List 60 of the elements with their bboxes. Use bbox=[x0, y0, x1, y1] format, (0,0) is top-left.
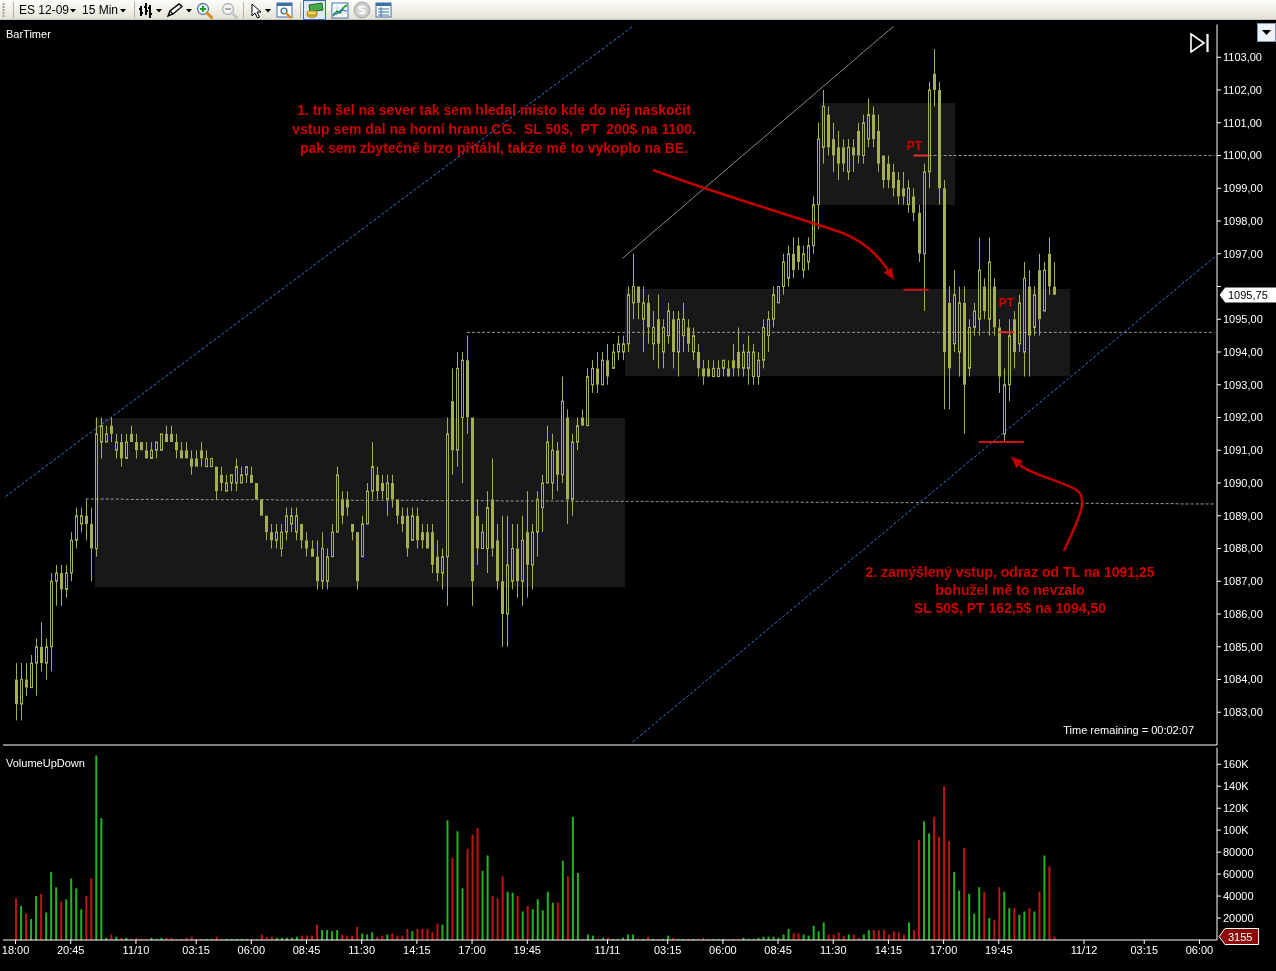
annotation: PT bbox=[906, 138, 923, 153]
y-tick-label: 1091,00 bbox=[1223, 444, 1263, 457]
x-tick-label: 14:15 bbox=[403, 943, 431, 956]
y-tick-label: 40000 bbox=[1223, 889, 1254, 902]
x-tick-label: 20:45 bbox=[56, 943, 85, 956]
y-tick-label: 1094,00 bbox=[1223, 345, 1263, 358]
x-tick-label: 08:45 bbox=[764, 943, 792, 956]
x-tick-label: 03:15 bbox=[182, 943, 210, 956]
y-tick-label: 80000 bbox=[1223, 846, 1254, 859]
annotation: 2. zamýšlený vstup, odraz od TL na 1091,25 bohužel mě to nevzalo SL 50$, PT 162,5$ na 1094,50 bbox=[865, 563, 1155, 617]
y-tick-label: 160K bbox=[1223, 758, 1250, 771]
text: 15 Min bbox=[82, 3, 119, 17]
x-tick-label: 11/12 bbox=[1070, 943, 1098, 956]
annotation: 1. trh šel na sever tak sem hledal misto kde do něj naskočit vstup sem dal na horní hranu CG. SL 50$, PT 200$ na 1100. pak sem zbytečně brzo přitáhl, takže mě to vykoplo na BE. bbox=[292, 101, 696, 158]
x-tick-label: 08:45 bbox=[292, 943, 321, 956]
y-tick-label: 1093,00 bbox=[1223, 378, 1263, 391]
y-tick-label: 1103,00 bbox=[1223, 51, 1262, 64]
x-tick-label: 11/11 bbox=[594, 943, 621, 956]
y-tick-label: 1088,00 bbox=[1223, 542, 1263, 555]
annotation: PT bbox=[998, 296, 1015, 311]
y-tick-label: 1092,00 bbox=[1223, 411, 1263, 424]
x-tick-label: 17:00 bbox=[458, 943, 486, 956]
text: ES 12-09 bbox=[19, 3, 70, 17]
x-tick-label: 03:15 bbox=[1130, 943, 1159, 956]
y-tick-label: 1101,00 bbox=[1223, 116, 1262, 129]
x-tick-label: 18:00 bbox=[1, 943, 30, 956]
y-tick-label: 1095,00 bbox=[1223, 313, 1263, 326]
y-tick-label: 100K bbox=[1223, 824, 1250, 837]
y-tick-label: 1087,00 bbox=[1223, 575, 1263, 588]
text: 1095,75 bbox=[1228, 289, 1268, 301]
y-tick-label: 1089,00 bbox=[1223, 509, 1263, 522]
x-tick-label: 19:45 bbox=[513, 943, 541, 956]
annotation: Time remaining = 00:02:07 bbox=[1063, 724, 1194, 736]
x-tick-label: 03:15 bbox=[653, 943, 682, 956]
y-tick-label: 120K bbox=[1223, 802, 1250, 815]
x-tick-label: 14:15 bbox=[874, 943, 903, 956]
chart-title: BarTimer bbox=[6, 28, 51, 40]
y-tick-label: 140K bbox=[1223, 780, 1250, 793]
x-tick-label: 06:00 bbox=[1185, 943, 1214, 956]
x-tick-label: 11/10 bbox=[122, 943, 150, 956]
y-tick-label: 1097,00 bbox=[1223, 247, 1263, 260]
y-tick-label: 1100,00 bbox=[1223, 149, 1262, 162]
text: VolumeUpDown bbox=[6, 757, 85, 769]
y-tick-label: 1099,00 bbox=[1223, 182, 1263, 195]
y-tick-label: 1085,00 bbox=[1223, 640, 1263, 653]
y-tick-label: 1098,00 bbox=[1223, 214, 1263, 227]
y-tick-label: 60000 bbox=[1223, 868, 1254, 881]
text: 3155 bbox=[1228, 930, 1253, 943]
x-tick-label: 19:45 bbox=[985, 943, 1013, 956]
y-tick-label: 1084,00 bbox=[1223, 673, 1263, 686]
x-tick-label: 17:00 bbox=[929, 943, 958, 956]
x-tick-label: 11:30 bbox=[348, 943, 376, 956]
y-tick-label: 1083,00 bbox=[1223, 706, 1263, 719]
x-tick-label: 06:00 bbox=[237, 943, 266, 956]
x-tick-label: 06:00 bbox=[709, 943, 737, 956]
y-tick-label: 1102,00 bbox=[1223, 83, 1262, 96]
x-tick-label: 11:30 bbox=[819, 943, 847, 956]
y-tick-label: 20000 bbox=[1223, 911, 1254, 924]
y-tick-label: 1090,00 bbox=[1223, 476, 1263, 489]
y-tick-label: 1086,00 bbox=[1223, 607, 1263, 620]
